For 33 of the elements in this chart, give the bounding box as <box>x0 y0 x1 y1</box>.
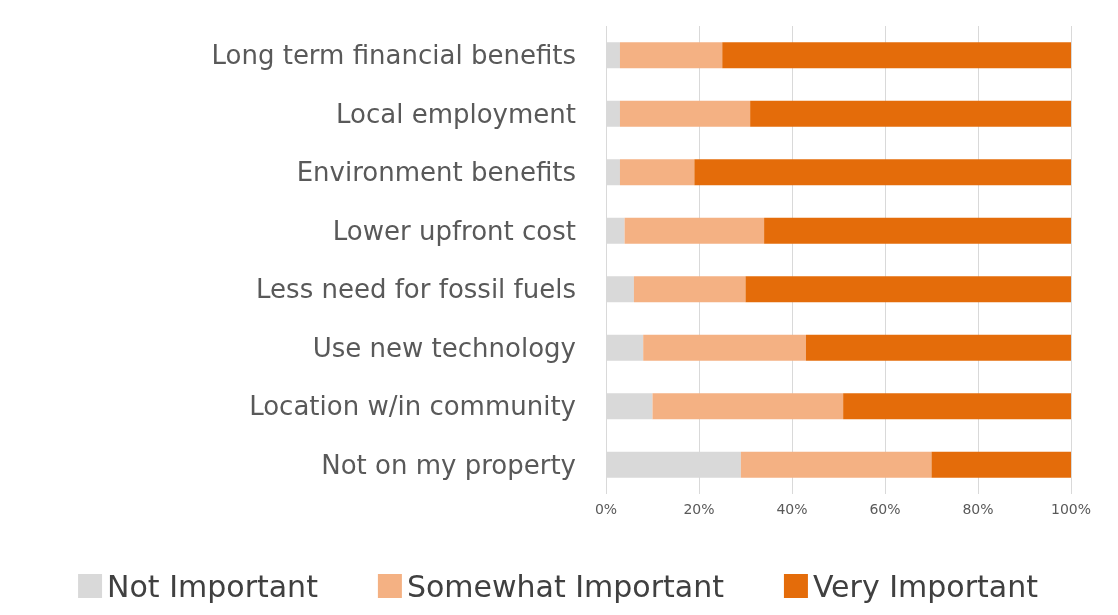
bar <box>652 393 844 420</box>
bar <box>722 42 1071 69</box>
y-tick-label: Lower upfront cost <box>332 215 576 246</box>
bar <box>740 451 932 478</box>
x-tick-label: 80% <box>962 501 994 517</box>
bar <box>764 217 1071 244</box>
bar <box>624 217 765 244</box>
x-tick-label: 20% <box>683 501 715 517</box>
x-tick-label: 60% <box>869 501 901 517</box>
bar <box>931 451 1071 478</box>
bar <box>843 393 1071 420</box>
legend-label: Very Important <box>812 568 1039 604</box>
bar <box>633 276 746 303</box>
legend-label: Not Important <box>107 568 319 604</box>
y-tick-label: Use new technology <box>312 332 576 363</box>
y-tick-label: Environment benefits <box>296 157 576 188</box>
y-tick-label: Less need for fossil fuels <box>256 274 576 305</box>
bar <box>619 42 723 69</box>
bar <box>619 100 751 127</box>
bar <box>805 334 1071 361</box>
legend-label: Somewhat Important <box>406 568 725 604</box>
x-tick-label: 40% <box>776 501 808 517</box>
bar <box>750 100 1071 127</box>
bar <box>619 159 695 186</box>
y-tick-label: Not on my property <box>321 449 576 480</box>
bar <box>694 159 1071 186</box>
y-tick-label: Long term financial benefits <box>211 40 576 71</box>
x-tick-label: 100% <box>1050 501 1092 517</box>
bar <box>643 334 806 361</box>
x-tick-label: 0% <box>594 501 618 517</box>
y-tick-label: Local employment <box>336 98 576 129</box>
y-tick-label: Location w/in community <box>249 391 576 422</box>
bar <box>745 276 1071 303</box>
